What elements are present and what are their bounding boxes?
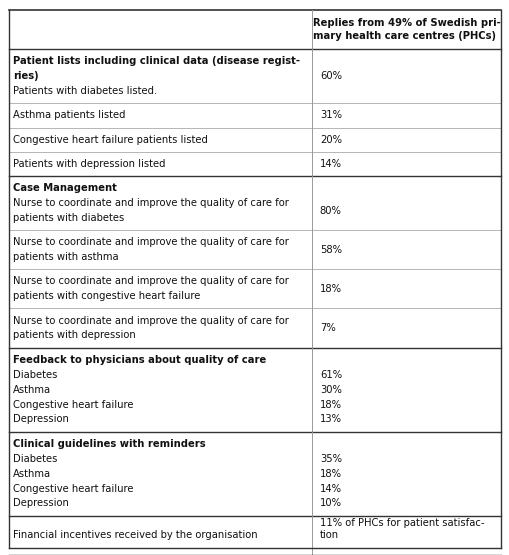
Text: Asthma patients listed: Asthma patients listed [13,110,126,120]
Text: 31%: 31% [319,110,341,120]
Text: Case Management: Case Management [13,183,117,193]
Text: patients with depression: patients with depression [13,330,136,341]
Text: patients with congestive heart failure: patients with congestive heart failure [13,291,200,301]
Text: Financial incentives received by the organisation: Financial incentives received by the org… [13,530,258,540]
Text: 11% of PHCs for patient satisfac-
tion: 11% of PHCs for patient satisfac- tion [319,518,484,541]
Text: 18%: 18% [319,468,341,478]
Text: 14%: 14% [319,483,341,493]
Text: Patients with diabetes listed.: Patients with diabetes listed. [13,86,157,96]
Text: 80%: 80% [319,205,341,215]
Text: 18%: 18% [319,284,341,294]
Text: 61%: 61% [319,370,341,380]
Text: 13%: 13% [319,415,341,425]
Text: ries): ries) [13,71,39,81]
Text: Congestive heart failure patients listed: Congestive heart failure patients listed [13,135,208,145]
Text: patients with diabetes: patients with diabetes [13,213,124,223]
Text: Nurse to coordinate and improve the quality of care for: Nurse to coordinate and improve the qual… [13,237,289,247]
Text: Diabetes: Diabetes [13,453,58,463]
Text: 60%: 60% [319,71,341,81]
Text: Asthma: Asthma [13,468,51,478]
Text: Congestive heart failure: Congestive heart failure [13,483,133,493]
Text: Diabetes: Diabetes [13,370,58,380]
Text: Asthma: Asthma [13,385,51,395]
Text: patients with asthma: patients with asthma [13,252,119,262]
Text: 58%: 58% [319,245,341,255]
Text: Nurse to coordinate and improve the quality of care for: Nurse to coordinate and improve the qual… [13,316,289,326]
Text: Depression: Depression [13,498,69,508]
Text: 10%: 10% [319,498,341,508]
Text: Congestive heart failure: Congestive heart failure [13,400,133,410]
Text: 7%: 7% [319,323,335,333]
Text: 20%: 20% [319,135,341,145]
Text: Nurse to coordinate and improve the quality of care for: Nurse to coordinate and improve the qual… [13,198,289,208]
Text: Patient lists including clinical data (disease regist-: Patient lists including clinical data (d… [13,56,300,66]
Text: Depression: Depression [13,415,69,425]
Text: Feedback to physicians about quality of care: Feedback to physicians about quality of … [13,355,266,365]
Text: Patients with depression listed: Patients with depression listed [13,159,165,169]
Text: Clinical guidelines with reminders: Clinical guidelines with reminders [13,438,206,449]
Text: 18%: 18% [319,400,341,410]
Text: 14%: 14% [319,159,341,169]
Text: 35%: 35% [319,453,341,463]
Text: Replies from 49% of Swedish pri-
mary health care centres (PHCs): Replies from 49% of Swedish pri- mary he… [312,18,499,41]
Text: 30%: 30% [319,385,341,395]
Text: Nurse to coordinate and improve the quality of care for: Nurse to coordinate and improve the qual… [13,276,289,286]
